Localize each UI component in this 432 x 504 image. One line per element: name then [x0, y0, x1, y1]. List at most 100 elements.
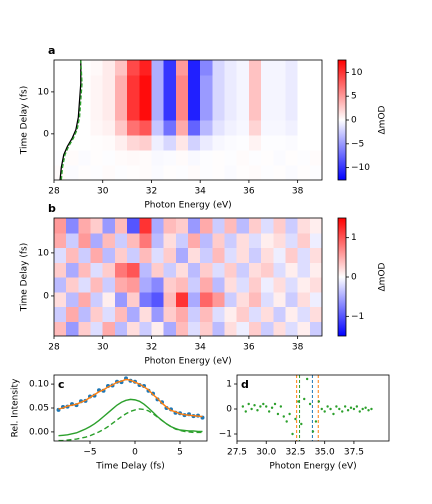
x-tick-label: 5 — [177, 448, 183, 458]
heatmap-cell — [102, 291, 116, 307]
heatmap-cell — [139, 306, 152, 322]
heatmap-cell — [127, 90, 140, 106]
heatmap-cell — [139, 105, 152, 121]
heatmap-cell — [212, 262, 226, 278]
heatmap-cell — [273, 90, 286, 106]
heatmap-cell — [114, 218, 128, 234]
heatmap-cell — [224, 277, 238, 293]
heatmap-cell — [127, 218, 140, 234]
heatmap-cell — [102, 120, 116, 136]
data-point — [367, 409, 370, 412]
heatmap-cell — [297, 135, 311, 151]
heatmap-cell — [90, 75, 104, 91]
data-point — [341, 410, 344, 413]
heatmap-cell — [297, 218, 311, 234]
heatmap-cell — [78, 135, 92, 151]
heatmap-cell — [175, 135, 189, 151]
heatmap-cell — [90, 291, 104, 307]
heatmap-cell — [127, 262, 140, 278]
heatmap-cell — [188, 321, 201, 336]
heatmap-cell — [114, 105, 128, 121]
axes-frame — [236, 374, 390, 442]
heatmap-cell — [224, 150, 238, 166]
heatmap-cell — [66, 165, 79, 180]
x-tick-label: 35.0 — [315, 448, 335, 458]
y-tick-label: 10 — [38, 248, 50, 258]
heatmap-cell — [261, 277, 274, 293]
heatmap-cell — [127, 150, 140, 166]
heatmap-cell — [139, 90, 152, 106]
x-axis-label: Photon Energy (eV) — [144, 357, 231, 367]
heatmap-cell — [297, 150, 311, 166]
heatmap-cell — [114, 75, 128, 91]
heatmap-cell — [139, 291, 152, 307]
heatmap-cell — [78, 262, 92, 278]
heatmap-cell — [139, 165, 152, 180]
heatmap-cell — [188, 306, 201, 322]
data-point — [370, 407, 373, 411]
heatmap-cell — [309, 105, 322, 121]
heatmap-cell — [54, 90, 67, 106]
x-tick-label: 37.5 — [344, 448, 364, 458]
data-point — [297, 400, 300, 403]
heatmap-cell — [151, 291, 165, 307]
heatmap-cell — [309, 75, 322, 91]
heatmap-cell — [102, 277, 116, 293]
heatmap-cell — [102, 60, 116, 76]
heatmap-cell — [102, 321, 116, 336]
heatmap-cell — [309, 291, 322, 307]
plot-area — [54, 218, 322, 336]
heatmap-cell — [102, 247, 116, 263]
plot-area — [241, 375, 373, 441]
heatmap-cell — [127, 306, 140, 322]
data-point — [273, 402, 277, 406]
x-tick-label: 0 — [132, 448, 138, 458]
heatmap-cell — [261, 75, 274, 91]
axes-frame — [53, 59, 323, 181]
heatmap-cell — [309, 60, 322, 76]
data-point — [332, 412, 335, 416]
heatmap-cell — [200, 218, 213, 234]
heatmap-cell — [54, 75, 67, 91]
heatmap-cell — [236, 306, 250, 322]
heatmap-cell — [261, 165, 274, 180]
heatmap-cell — [163, 165, 177, 180]
heatmap-cell — [212, 277, 226, 293]
heatmap-cell — [114, 120, 128, 136]
heatmap-cell — [248, 291, 262, 307]
heatmap-cell — [90, 321, 104, 336]
heatmap-cell — [236, 75, 250, 91]
y-tick-label: 0.00 — [29, 427, 49, 437]
heatmap-cell — [248, 90, 262, 106]
heatmap-cell — [163, 120, 177, 136]
heatmap-cell — [224, 218, 238, 234]
data-point — [308, 402, 312, 406]
heatmap-cell — [102, 135, 116, 151]
data-point — [352, 407, 356, 411]
data-point — [282, 415, 285, 418]
heatmap-cell — [248, 218, 262, 234]
heatmap-cell — [285, 262, 299, 278]
heatmap-cell — [236, 150, 250, 166]
heatmap-cell — [273, 135, 286, 151]
data-point — [241, 405, 245, 408]
heatmap-cell — [163, 321, 177, 336]
heatmap-cell — [224, 60, 238, 76]
heatmap-cell — [102, 306, 116, 322]
data-point — [361, 407, 364, 411]
heatmap-cell — [261, 135, 274, 151]
heatmap-cell — [102, 90, 116, 106]
colorbar-tick-label: 1 — [351, 233, 357, 243]
heatmap-cell — [163, 150, 177, 166]
heatmap-cell — [236, 277, 250, 293]
heatmap-cell — [224, 232, 238, 248]
colorbar-tick-label: 0 — [351, 116, 357, 126]
heatmap-cell — [54, 218, 67, 234]
heatmap-cell — [224, 321, 238, 336]
heatmap-cell — [151, 120, 165, 136]
heatmap-cell — [273, 232, 286, 248]
heatmap-cell — [297, 277, 311, 293]
heatmap-cell — [236, 135, 250, 151]
heatmap-cell — [248, 60, 262, 76]
heatmap-cell — [175, 120, 189, 136]
